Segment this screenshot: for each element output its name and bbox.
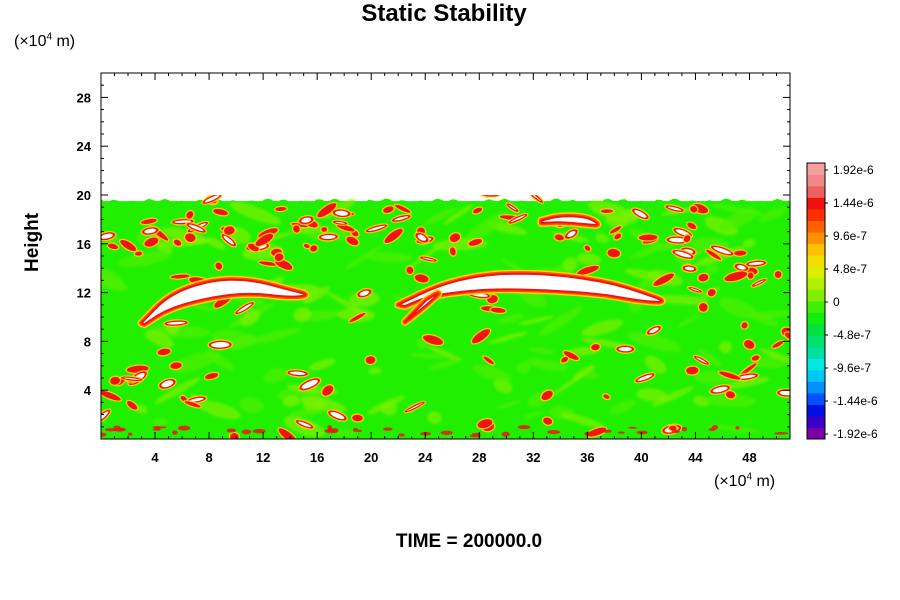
y-tick-label: 12 xyxy=(77,286,91,301)
x-tick-label: 36 xyxy=(580,450,594,465)
x-tick-label: 20 xyxy=(364,450,378,465)
colorbar-segment xyxy=(807,209,825,221)
x-tick-label: 8 xyxy=(205,450,212,465)
colorbar-label: -9.6e-7 xyxy=(833,361,871,375)
colorbar-segment xyxy=(807,266,825,279)
stability-field xyxy=(101,195,790,439)
colorbar-label: -1.92e-6 xyxy=(833,427,878,441)
x-tick-label: 32 xyxy=(526,450,540,465)
x-tick-label: 16 xyxy=(310,450,324,465)
colorbar-segment xyxy=(807,174,825,187)
colorbar-segment xyxy=(807,370,825,382)
colorbar-segment xyxy=(807,347,825,359)
colorbar-segment xyxy=(807,232,825,244)
y-tick-label: 16 xyxy=(77,237,91,252)
stable-feature-1 xyxy=(137,275,310,329)
colorbar-segment xyxy=(807,404,825,417)
colorbar-segment xyxy=(807,393,825,405)
colorbar-segment xyxy=(807,335,825,348)
y-tick-label: 24 xyxy=(77,139,92,154)
x-tick-label: 4 xyxy=(151,450,159,465)
chart-title: Static Stability xyxy=(361,0,527,27)
x-tick-label: 48 xyxy=(742,450,756,465)
colorbar-segment xyxy=(807,312,825,325)
y-tick-label: 28 xyxy=(77,90,91,105)
y-tick-label: 8 xyxy=(84,334,91,349)
colorbar-label: 0 xyxy=(833,295,840,309)
stable-feature-2 xyxy=(394,269,666,311)
colorbar-segment xyxy=(807,301,825,313)
stable-feature-4 xyxy=(537,212,602,229)
colorbar-segment xyxy=(807,186,825,198)
colorbar-segment xyxy=(807,324,825,336)
plot-border xyxy=(100,72,791,440)
colorbar-label: -4.8e-7 xyxy=(833,328,871,342)
y-tick-label: 20 xyxy=(77,188,91,203)
time-label: TIME = 200000.0 xyxy=(395,531,543,552)
stable-feature-3 xyxy=(400,289,443,326)
colorbar-segment xyxy=(807,197,825,210)
colorbar-label: -1.44e-6 xyxy=(833,394,878,408)
colorbar-segment xyxy=(807,243,825,256)
x-tick-label: 12 xyxy=(256,450,270,465)
colorbar-segment xyxy=(807,278,825,290)
colorbar-segment xyxy=(807,289,825,302)
x-tick-label: 40 xyxy=(634,450,648,465)
x-unit-label: (×104 m) xyxy=(714,471,776,490)
colorbar-label: 4.8e-7 xyxy=(833,262,867,276)
colorbar-label: 1.92e-6 xyxy=(833,163,874,177)
x-tick-label: 44 xyxy=(688,450,703,465)
colorbar-segment xyxy=(807,163,825,175)
x-tick-label: 28 xyxy=(472,450,486,465)
y-unit-label: (×104 m) xyxy=(14,31,76,50)
colorbar-label: 1.44e-6 xyxy=(833,196,874,210)
colorbar-segment xyxy=(807,427,825,440)
colorbar-segment xyxy=(807,416,825,428)
colorbar-border xyxy=(806,162,826,440)
colorbar-segment xyxy=(807,220,825,233)
colorbar-label: 9.6e-7 xyxy=(833,229,867,243)
colorbar: 1.92e-6 1.44e-6 9.6e-7 4.8e-7 0 -4.8e-7 -9.6e-… xyxy=(806,162,878,441)
y-tick-label: 4 xyxy=(84,383,92,398)
colorbar-segment xyxy=(807,358,825,371)
colorbar-segment xyxy=(807,255,825,267)
colorbar-segment xyxy=(807,381,825,394)
x-tick-label: 24 xyxy=(418,450,433,465)
